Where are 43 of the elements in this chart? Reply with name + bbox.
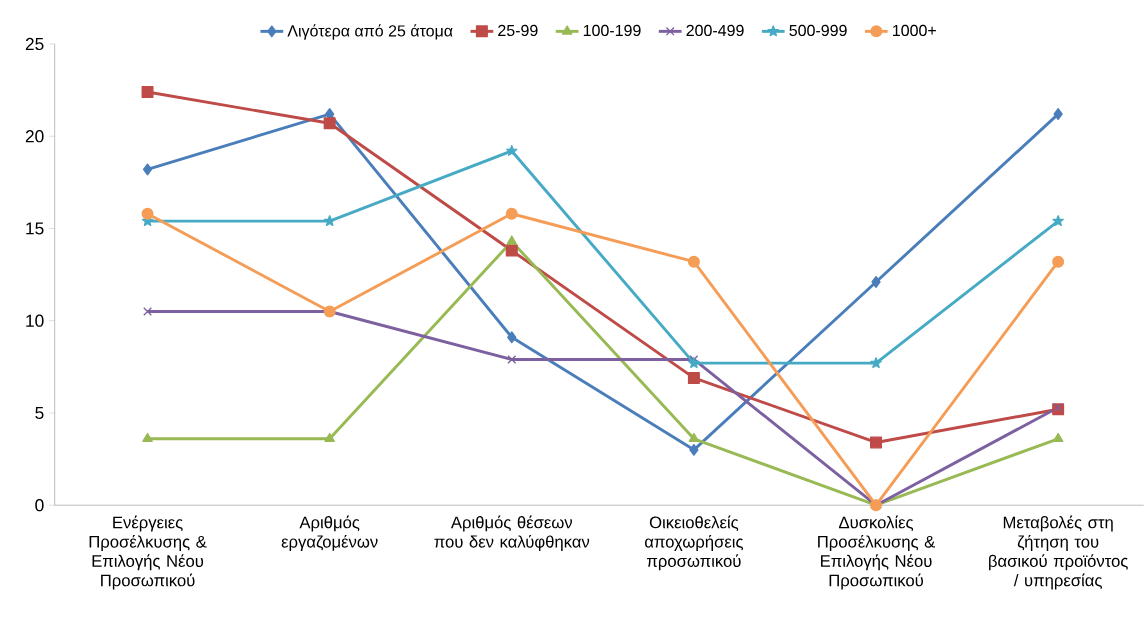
point: [141, 207, 154, 220]
point: [141, 86, 154, 99]
point: [871, 276, 881, 289]
point: [142, 432, 153, 443]
legend-label: 25-99: [498, 24, 538, 37]
point: [1052, 215, 1064, 227]
y-tick-label: 25: [25, 37, 44, 51]
legend-label: 1000+: [893, 24, 936, 37]
legend-label: 200-499: [686, 24, 744, 37]
x-tick-label: Αριθμός εργαζομένων: [281, 515, 378, 552]
point: [507, 355, 517, 364]
y-tick-label: 20: [25, 130, 44, 143]
y-tick-label: 15: [26, 222, 44, 235]
point: [506, 145, 518, 157]
point: [323, 215, 336, 227]
point: [507, 331, 517, 344]
point: [1052, 255, 1065, 268]
x-tick-label: Ενέργειες Προσέλκυσης & Επιλογής Νέου Προσωπικού: [89, 515, 207, 590]
point: [870, 357, 882, 369]
point: [505, 244, 518, 257]
point: [323, 117, 336, 130]
point: [506, 235, 518, 245]
point: [687, 255, 700, 268]
x-tick-label: Οικειοθελείς αποχωρήσεις προσωπικού: [644, 515, 744, 571]
point: [1053, 403, 1063, 412]
point: [324, 432, 335, 443]
legend-label: 500-999: [789, 24, 847, 37]
point: [1053, 108, 1063, 121]
point: [688, 357, 700, 369]
x-tick-label: Δυσκολίες Προσέλκυσης & Επιλογής Νέου Προσωπικού: [818, 515, 936, 590]
y-tick-label: 5: [35, 407, 44, 420]
legend-label: 100-199: [583, 24, 641, 37]
point: [687, 371, 700, 384]
point: [689, 443, 699, 456]
point: [505, 207, 518, 220]
point: [870, 436, 883, 449]
x-tick-label: Μεταβολές στη ζήτηση του βασικού προϊόντος / υπηρεσίας: [989, 515, 1128, 590]
point: [143, 307, 152, 317]
y-tick-label: 10: [26, 314, 44, 327]
y-tick-label: 0: [35, 499, 44, 512]
x-tick-label: Αριθμός θέσεων που δεν καλύφθηκαν: [434, 515, 590, 552]
point: [142, 163, 153, 176]
legend-label: Λιγότερα από 25 άτομα: [287, 24, 453, 40]
